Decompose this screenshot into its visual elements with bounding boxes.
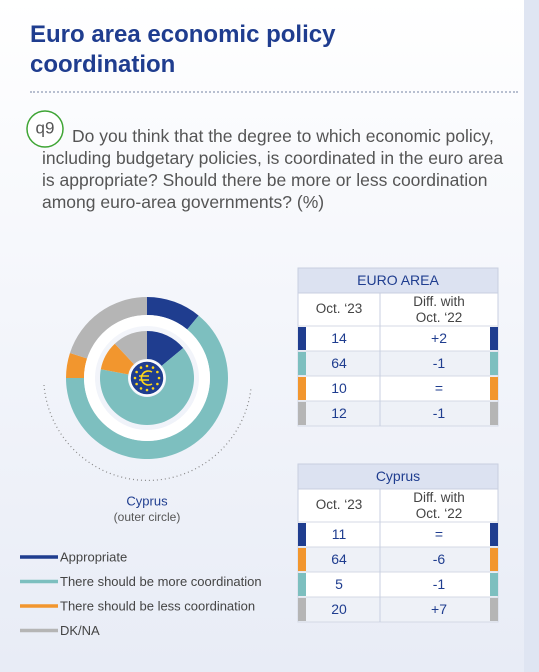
table-diff: -1 — [433, 355, 446, 371]
donut-segment — [100, 348, 194, 425]
title: Euro area economic policy coordination — [30, 21, 336, 78]
logo-euro-sign — [139, 370, 153, 386]
white-ring — [84, 315, 210, 441]
row-marker — [298, 327, 306, 350]
donut-segment — [69, 297, 147, 359]
donut-segment — [147, 297, 199, 330]
row-marker — [490, 402, 498, 425]
logo-star — [139, 366, 143, 369]
table-value: 12 — [331, 405, 347, 421]
logo-star — [145, 388, 149, 392]
divider — [30, 91, 518, 93]
ring-label: Cyprus — [126, 493, 168, 508]
donut-segment — [66, 352, 88, 378]
table-row — [297, 375, 499, 402]
side-stripe — [524, 0, 539, 672]
logo-star — [135, 370, 138, 374]
table-diff: -1 — [433, 405, 446, 421]
logo-star — [139, 387, 143, 390]
table-title: Cyprus — [376, 468, 420, 484]
row-marker — [298, 548, 306, 571]
ring-note: (outer circle) — [114, 510, 181, 524]
table-row — [297, 400, 499, 427]
donut-segment — [100, 343, 134, 375]
row-marker — [298, 352, 306, 375]
question: Do you think that the degree to which ec… — [42, 126, 504, 212]
table-value: 14 — [331, 330, 347, 346]
table-title: EURO AREA — [357, 272, 439, 288]
row-marker — [490, 352, 498, 375]
table-value: 20 — [331, 601, 347, 617]
donut-segment — [147, 331, 184, 366]
logo-star — [157, 376, 161, 380]
euro-logo — [129, 360, 165, 396]
row-marker — [298, 377, 306, 400]
legend-label: Appropriate — [60, 549, 127, 564]
column-header-line: Diff. with — [413, 490, 465, 505]
table-row — [297, 325, 499, 352]
donut-segment — [114, 331, 147, 365]
donut-segment — [66, 315, 228, 460]
row-marker — [298, 402, 306, 425]
column-header-bg — [297, 488, 499, 523]
table-row — [297, 596, 499, 623]
column-header: Diff. with Oct. ‘22 — [413, 294, 465, 325]
row-marker — [490, 377, 498, 400]
column-header: Oct. ‘23 — [316, 301, 363, 316]
table-row — [297, 350, 499, 377]
logo-star — [133, 376, 137, 380]
column-header-line: Oct. ‘22 — [416, 310, 463, 325]
logo-star — [156, 370, 159, 374]
column-header: Oct. ‘23 — [316, 497, 363, 512]
row-marker — [490, 523, 498, 546]
table-row — [297, 546, 499, 573]
table-value: 11 — [332, 526, 347, 542]
legend-label: There should be less coordination — [60, 598, 255, 613]
row-marker — [298, 573, 306, 596]
table-row — [297, 571, 499, 598]
legend-label: There should be more coordination — [60, 574, 262, 589]
logo-star — [156, 382, 159, 386]
row-marker — [298, 598, 306, 621]
table-diff: -6 — [433, 551, 446, 567]
table-value: 10 — [331, 380, 347, 396]
row-marker — [298, 523, 306, 546]
question-number: q9 — [36, 118, 55, 137]
table-value: 5 — [335, 576, 343, 592]
row-marker — [490, 327, 498, 350]
table-diff: +2 — [431, 330, 447, 346]
column-header-line: Oct. ‘22 — [416, 506, 463, 521]
row-marker — [490, 573, 498, 596]
row-marker — [490, 548, 498, 571]
column-header-line: Diff. with — [413, 294, 465, 309]
table-value: 64 — [331, 355, 347, 371]
table-diff: -1 — [433, 576, 446, 592]
question-badge — [26, 110, 64, 148]
decorative-arc — [43, 384, 252, 481]
table-row — [297, 521, 499, 548]
table-diff: = — [435, 526, 443, 542]
logo-star — [145, 364, 149, 368]
table-diff: = — [435, 380, 443, 396]
legend-label: DK/NA — [60, 623, 100, 638]
table-value: 64 — [331, 551, 347, 567]
row-marker — [490, 598, 498, 621]
table-header — [297, 267, 499, 294]
logo-star — [135, 382, 138, 386]
table-header — [297, 463, 499, 490]
logo-star — [151, 387, 155, 390]
table-diff: +7 — [431, 601, 447, 617]
logo-star — [151, 366, 155, 369]
column-header: Diff. with Oct. ‘22 — [413, 490, 465, 521]
